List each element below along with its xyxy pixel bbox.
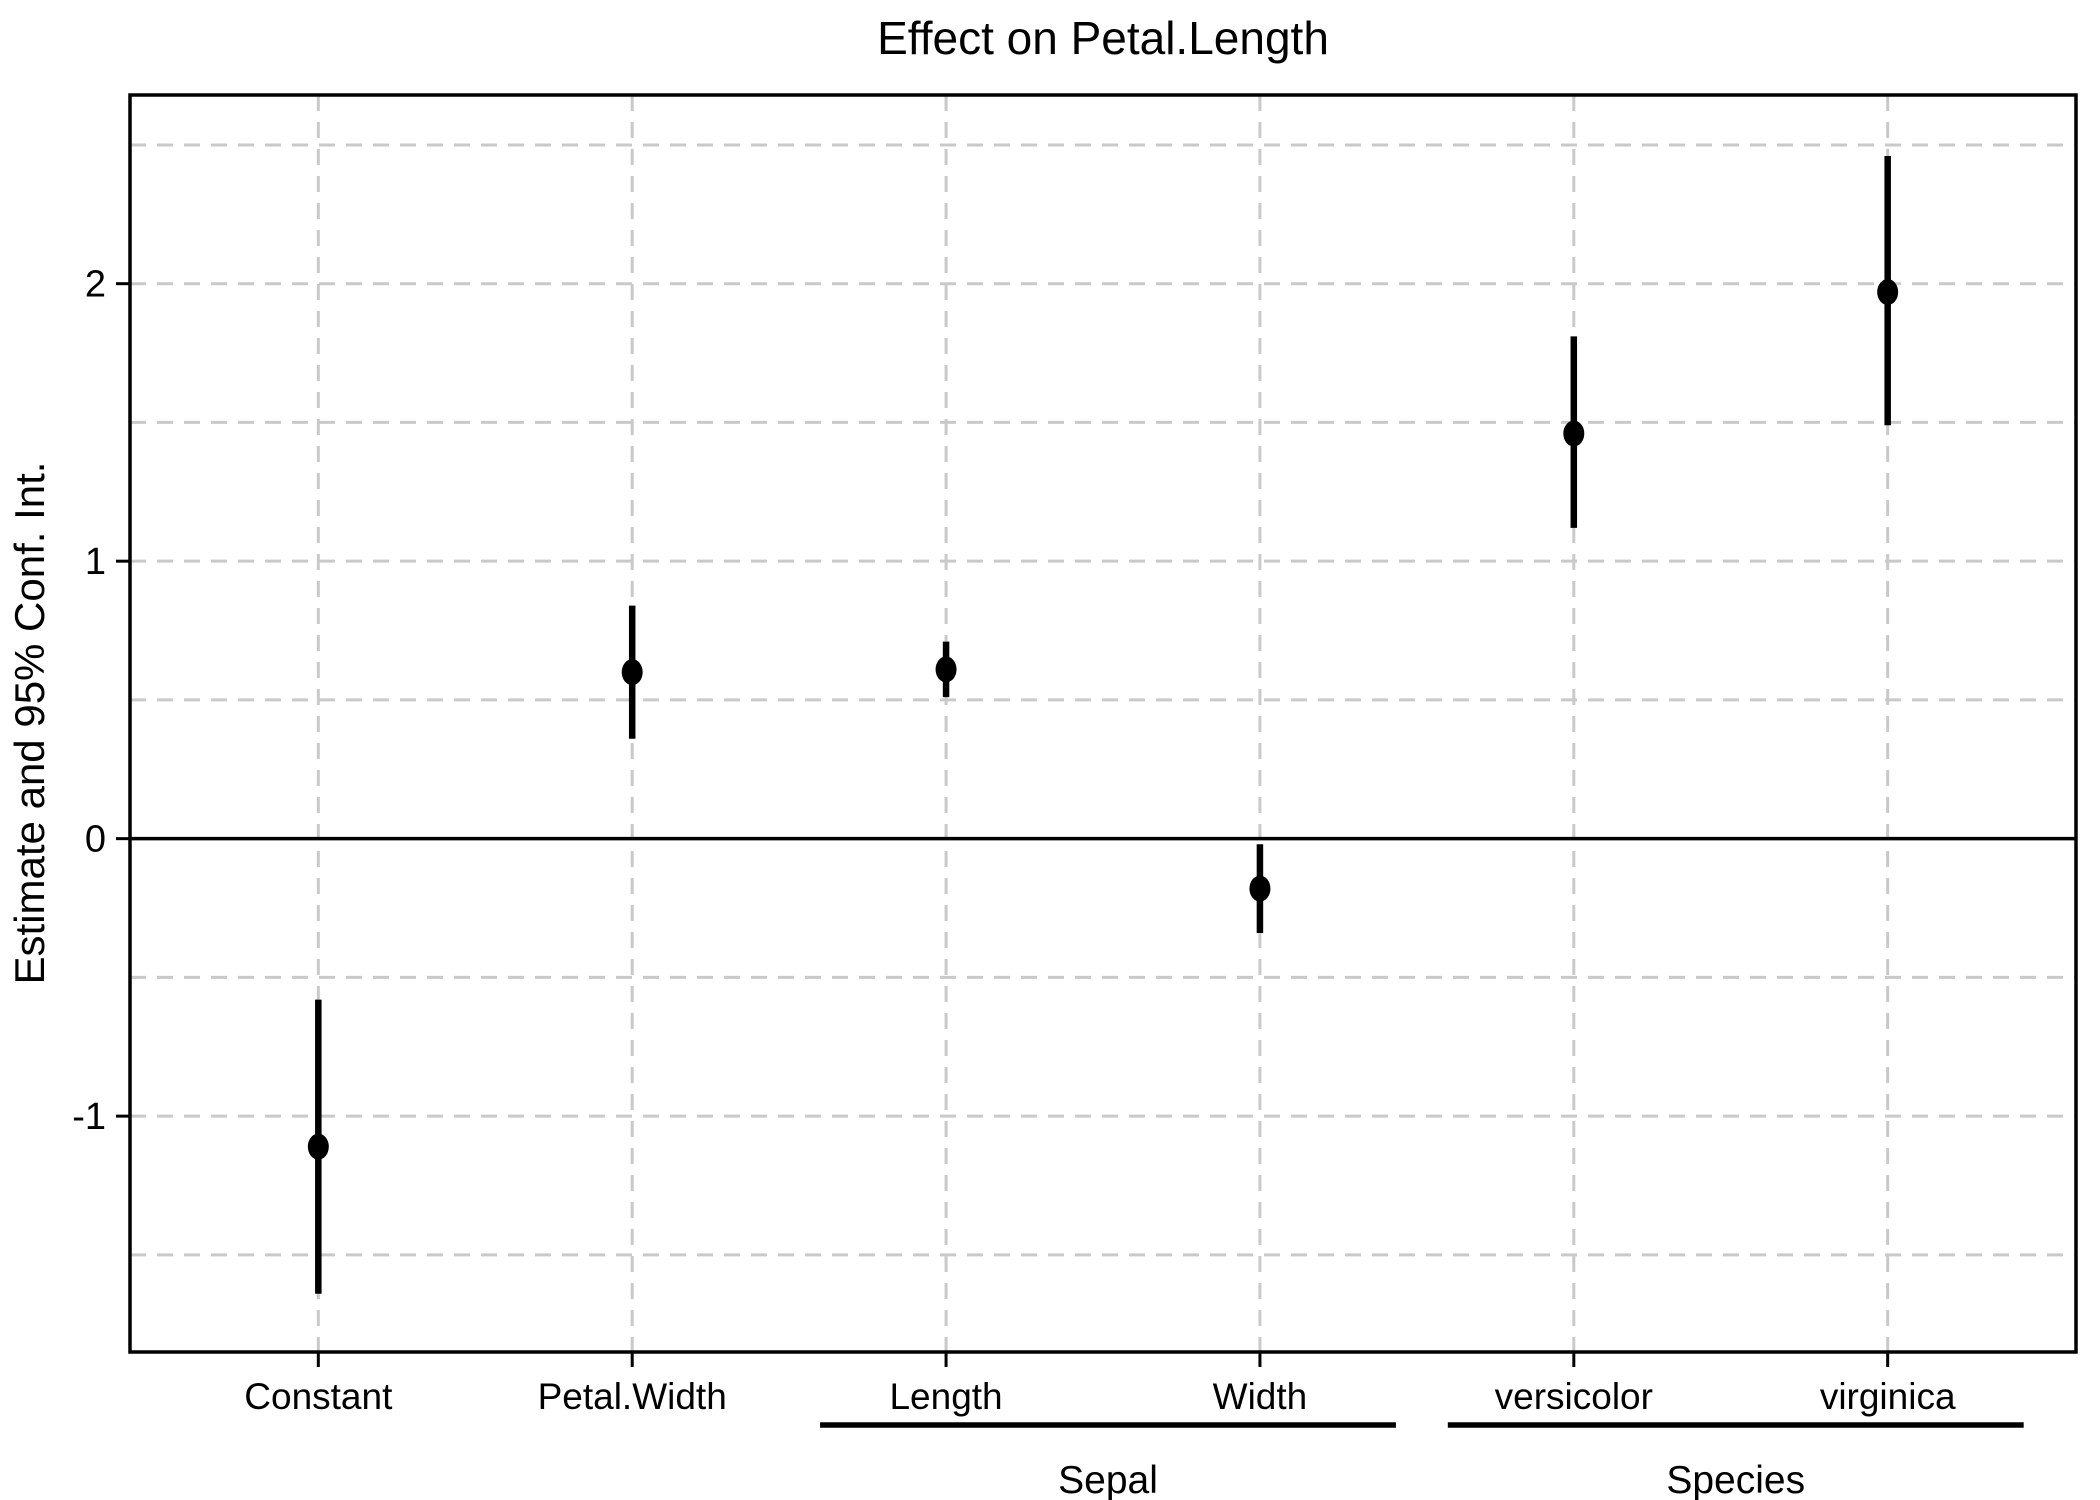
estimate-point-virginica [1877, 279, 1899, 306]
x-tick-label-virginica: virginica [1820, 1376, 1956, 1417]
group-label-Sepal: Sepal [1058, 1459, 1158, 1500]
estimate-point-versicolor [1563, 420, 1585, 447]
y-tick-label: 0 [85, 819, 106, 861]
estimate-point-Length [935, 656, 957, 683]
chart-title: Effect on Petal.Length [877, 12, 1329, 64]
y-tick-label: 2 [85, 264, 106, 306]
estimate-point-Petal.Width [621, 659, 643, 686]
group-label-Species: Species [1666, 1459, 1805, 1500]
estimate-point-Width [1249, 875, 1271, 902]
estimate-point-Constant [307, 1133, 329, 1160]
x-tick-label-Width: Width [1213, 1376, 1308, 1417]
x-tick-label-versicolor: versicolor [1495, 1376, 1653, 1417]
x-tick-label-Length: Length [889, 1376, 1002, 1417]
y-axis-title: Estimate and 95% Conf. Int. [6, 462, 53, 985]
y-tick-label: -1 [72, 1096, 106, 1138]
y-tick-label: 1 [85, 541, 106, 583]
x-tick-label-Petal.Width: Petal.Width [538, 1376, 727, 1417]
plot-border [128, 93, 2078, 1354]
x-tick-label-Constant: Constant [244, 1376, 393, 1417]
